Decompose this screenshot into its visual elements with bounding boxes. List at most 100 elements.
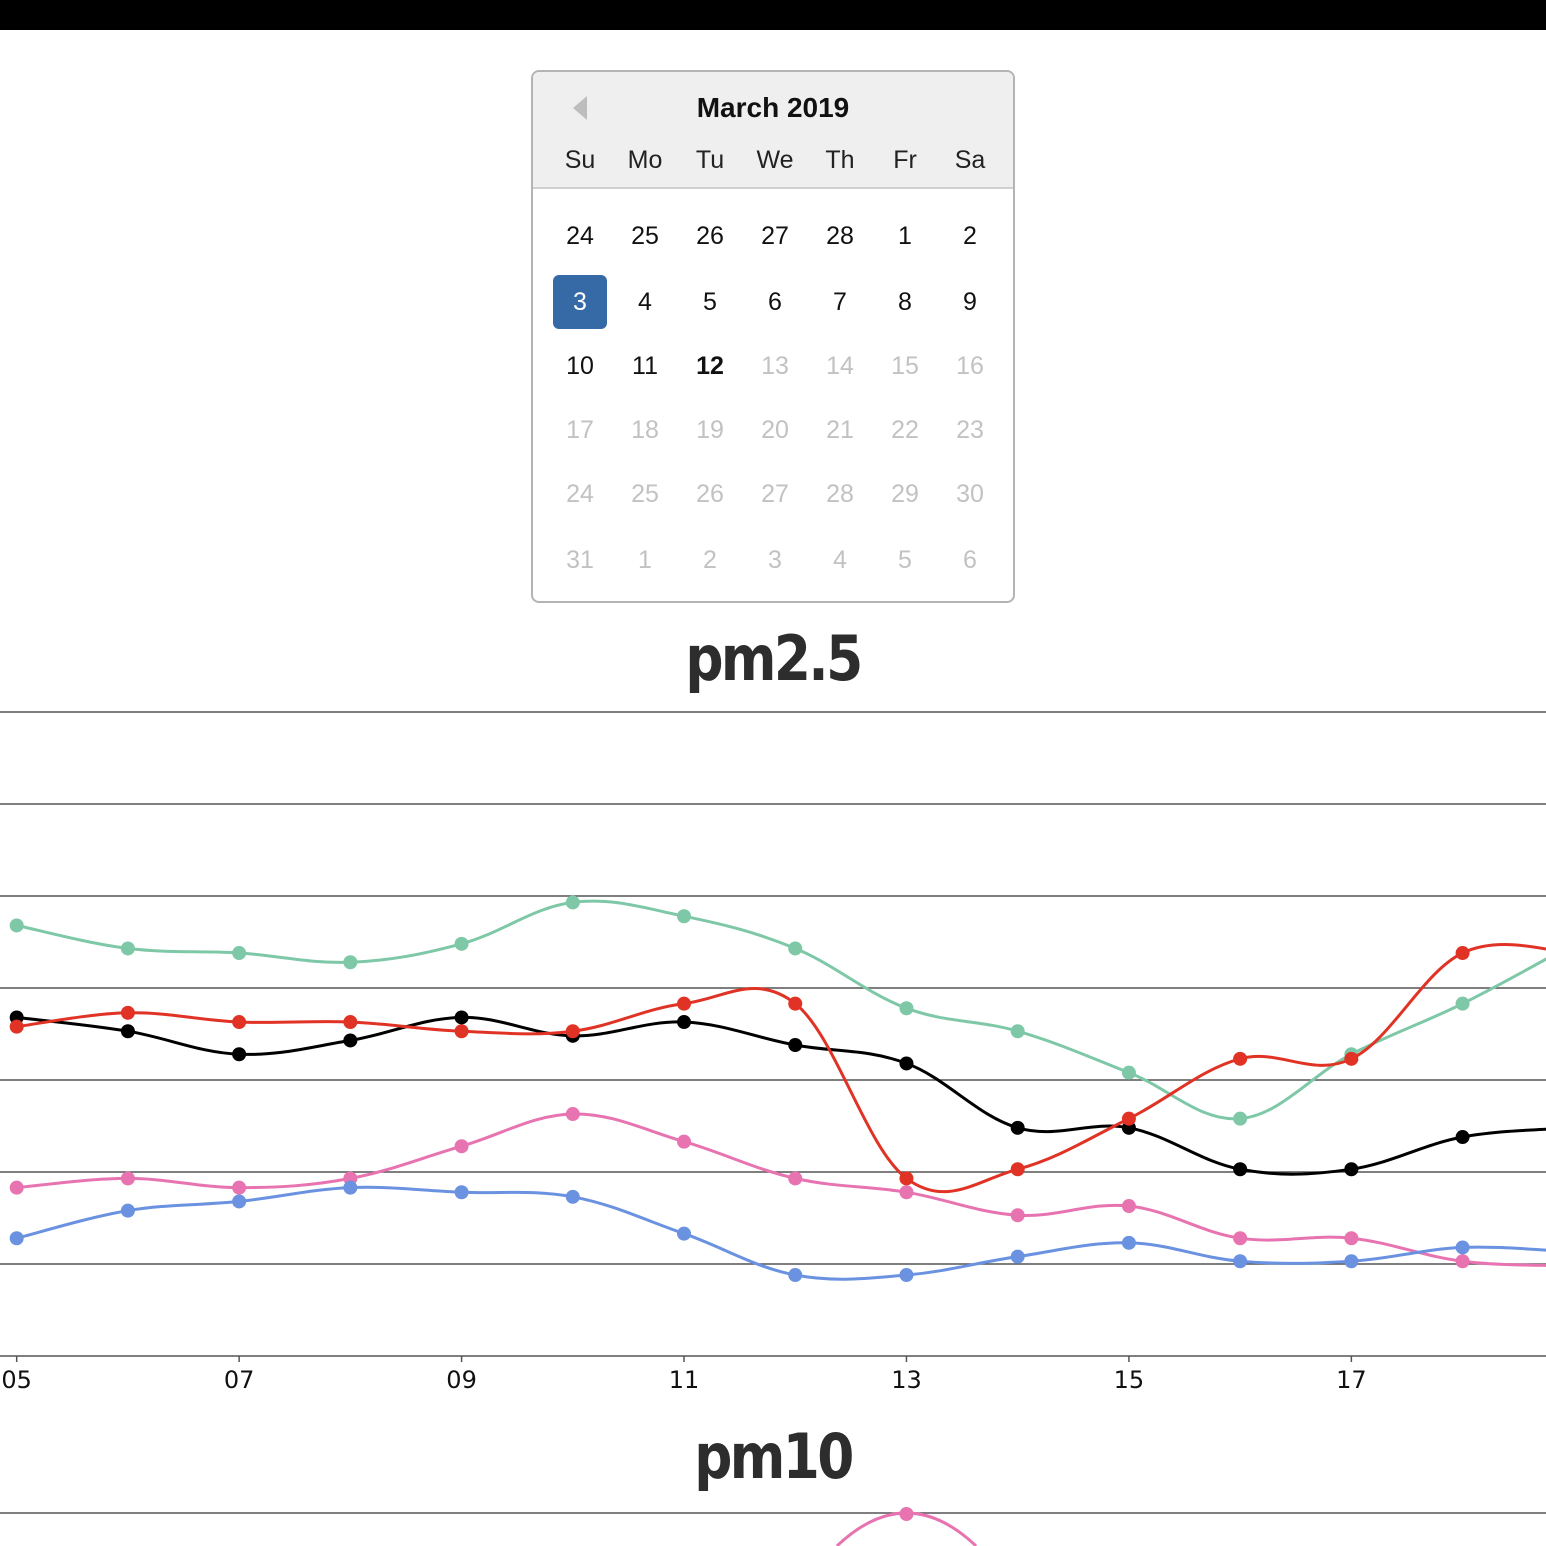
data-point[interactable]: [1455, 1240, 1470, 1255]
data-point[interactable]: [565, 1189, 580, 1204]
day-cell[interactable]: 1: [898, 222, 912, 250]
day-cell[interactable]: 23: [956, 416, 984, 444]
data-point[interactable]: [454, 1010, 469, 1025]
day-cell[interactable]: 9: [963, 288, 977, 316]
data-point[interactable]: [1121, 1065, 1136, 1080]
data-point[interactable]: [1455, 1130, 1470, 1145]
data-point[interactable]: [899, 1056, 914, 1071]
data-point[interactable]: [899, 1268, 914, 1283]
data-point[interactable]: [9, 1231, 24, 1246]
data-point[interactable]: [1455, 1254, 1470, 1269]
data-point[interactable]: [788, 1171, 803, 1186]
data-point[interactable]: [454, 936, 469, 951]
data-point[interactable]: [899, 1185, 914, 1200]
day-cell[interactable]: 26: [696, 222, 724, 250]
data-point[interactable]: [120, 1171, 135, 1186]
data-point[interactable]: [677, 1226, 692, 1241]
day-cell[interactable]: 15: [891, 352, 919, 380]
data-point[interactable]: [1344, 1254, 1359, 1269]
data-point[interactable]: [1344, 1162, 1359, 1177]
data-point[interactable]: [565, 1107, 580, 1122]
day-cell[interactable]: 14: [826, 352, 854, 380]
data-point[interactable]: [788, 1268, 803, 1283]
data-point[interactable]: [1010, 1208, 1025, 1223]
day-cell[interactable]: 6: [963, 546, 977, 574]
day-cell[interactable]: 19: [696, 416, 724, 444]
day-cell[interactable]: 8: [898, 288, 912, 316]
data-point[interactable]: [565, 1024, 580, 1039]
data-point[interactable]: [1121, 1199, 1136, 1214]
data-point[interactable]: [899, 1171, 914, 1186]
data-point[interactable]: [454, 1139, 469, 1154]
data-point[interactable]: [1121, 1111, 1136, 1126]
data-point[interactable]: [343, 1033, 358, 1048]
day-cell[interactable]: 17: [566, 416, 594, 444]
data-point[interactable]: [120, 1203, 135, 1218]
data-point[interactable]: [677, 1015, 692, 1030]
data-point[interactable]: [1233, 1231, 1248, 1246]
day-cell[interactable]: 5: [703, 288, 717, 316]
data-point[interactable]: [1344, 1051, 1359, 1066]
day-cell[interactable]: 11: [632, 352, 658, 380]
data-point[interactable]: [1010, 1120, 1025, 1135]
day-cell[interactable]: 25: [631, 222, 659, 250]
data-point[interactable]: [1455, 946, 1470, 961]
day-cell[interactable]: 28: [826, 480, 854, 508]
data-point[interactable]: [1233, 1051, 1248, 1066]
day-cell[interactable]: 24: [566, 480, 594, 508]
data-point[interactable]: [677, 909, 692, 924]
day-cell[interactable]: 21: [826, 416, 854, 444]
day-cell[interactable]: 22: [891, 416, 919, 444]
day-cell[interactable]: 6: [768, 288, 782, 316]
data-point[interactable]: [120, 941, 135, 956]
data-point[interactable]: [232, 1194, 247, 1209]
data-point[interactable]: [232, 1015, 247, 1030]
data-point[interactable]: [1121, 1235, 1136, 1250]
day-cell[interactable]: 4: [833, 546, 847, 574]
day-cell[interactable]: 24: [566, 222, 594, 250]
data-point[interactable]: [9, 918, 24, 933]
data-point[interactable]: [232, 1047, 247, 1062]
month-title[interactable]: March 2019: [696, 92, 850, 123]
data-point[interactable]: [343, 1180, 358, 1195]
data-point[interactable]: [1455, 996, 1470, 1011]
data-point[interactable]: [343, 1015, 358, 1030]
data-point[interactable]: [899, 1507, 914, 1521]
data-point[interactable]: [232, 946, 247, 961]
day-cell-selected[interactable]: 3: [553, 275, 607, 329]
day-cell[interactable]: 20: [761, 416, 789, 444]
data-point[interactable]: [1233, 1254, 1248, 1269]
data-point[interactable]: [120, 1005, 135, 1020]
prev-month-button[interactable]: [569, 94, 593, 122]
day-cell[interactable]: 7: [833, 288, 847, 316]
day-cell[interactable]: 2: [703, 546, 717, 574]
day-cell[interactable]: 30: [956, 480, 984, 508]
data-point[interactable]: [9, 1019, 24, 1034]
day-cell[interactable]: 27: [761, 480, 789, 508]
data-point[interactable]: [1233, 1111, 1248, 1126]
day-cell[interactable]: 27: [761, 222, 789, 250]
day-cell[interactable]: 1: [638, 546, 652, 574]
data-point[interactable]: [9, 1180, 24, 1195]
day-cell[interactable]: 13: [761, 352, 789, 380]
data-point[interactable]: [1344, 1231, 1359, 1246]
day-cell[interactable]: 3: [768, 546, 782, 574]
data-point[interactable]: [677, 1134, 692, 1149]
day-cell[interactable]: 2: [963, 222, 977, 250]
day-cell[interactable]: 28: [826, 222, 854, 250]
day-cell[interactable]: 18: [631, 416, 659, 444]
day-cell[interactable]: 5: [898, 546, 912, 574]
day-cell[interactable]: 25: [631, 480, 659, 508]
day-cell-today[interactable]: 12: [696, 352, 724, 380]
data-point[interactable]: [343, 955, 358, 970]
data-point[interactable]: [1010, 1162, 1025, 1177]
data-point[interactable]: [120, 1024, 135, 1039]
data-point[interactable]: [788, 941, 803, 956]
day-cell[interactable]: 10: [566, 352, 594, 380]
day-cell[interactable]: 29: [891, 480, 919, 508]
data-point[interactable]: [677, 996, 692, 1011]
data-point[interactable]: [565, 895, 580, 910]
data-point[interactable]: [899, 1001, 914, 1016]
data-point[interactable]: [788, 1038, 803, 1053]
data-point[interactable]: [232, 1180, 247, 1195]
